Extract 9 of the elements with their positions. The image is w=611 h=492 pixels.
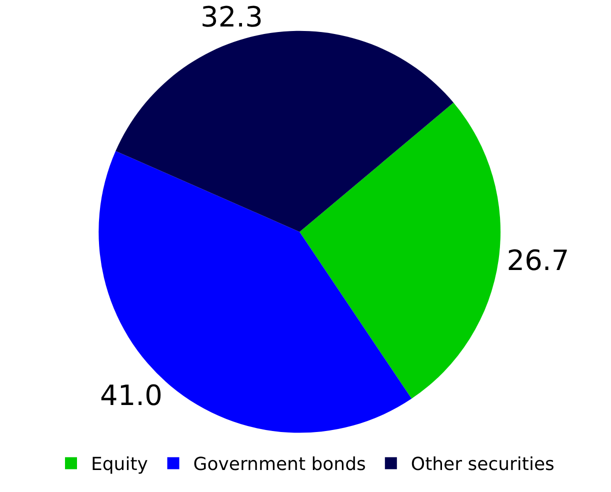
data-label: 32.3: [200, 0, 263, 34]
legend-label: Other securities: [410, 454, 554, 476]
pie-slice: [116, 30, 454, 232]
legend-label: Equity: [91, 454, 148, 476]
pie-slice: [300, 102, 500, 399]
data-label: 41.0: [100, 379, 162, 412]
legend-label: Government bonds: [193, 454, 366, 476]
pie-slice: [98, 151, 412, 432]
data-label: 26.7: [506, 244, 570, 277]
